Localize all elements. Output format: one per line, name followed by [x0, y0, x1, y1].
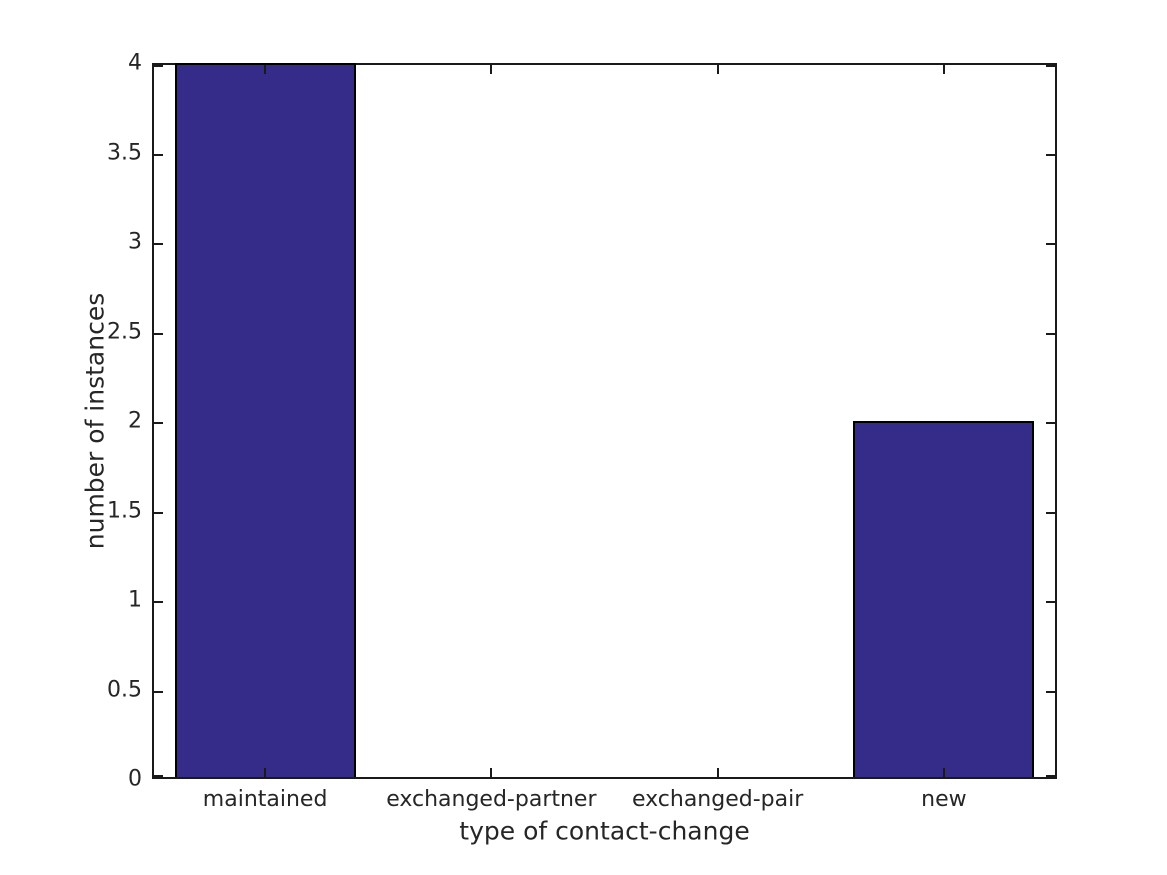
- x-tick: [716, 768, 719, 777]
- y-tick-label: 0.5: [107, 677, 142, 702]
- y-tick: [1046, 601, 1055, 603]
- x-tick: [716, 65, 719, 74]
- bar-new: [853, 421, 1035, 777]
- y-tick: [1046, 422, 1055, 424]
- x-tick: [942, 65, 945, 74]
- plot-area: [152, 63, 1057, 779]
- y-tick: [154, 422, 163, 424]
- y-tick-label: 0: [128, 766, 142, 792]
- x-tick: [942, 768, 945, 777]
- y-tick: [1046, 775, 1055, 777]
- x-tick-label: new: [921, 787, 967, 812]
- x-tick: [264, 768, 267, 777]
- y-tick-label: 4: [128, 50, 142, 76]
- y-tick: [1046, 65, 1055, 67]
- y-tick: [154, 243, 163, 245]
- y-tick-label: 2: [128, 408, 142, 434]
- y-tick: [1046, 690, 1055, 693]
- y-tick-label: 2.5: [107, 319, 142, 344]
- y-tick: [154, 601, 163, 603]
- y-tick: [154, 65, 163, 67]
- bar-maintained: [174, 63, 356, 777]
- y-tick: [154, 332, 163, 335]
- y-tick-label: 3: [128, 229, 142, 255]
- y-axis-label: number of instances: [80, 292, 110, 550]
- y-tick: [1046, 153, 1055, 156]
- y-tick: [1046, 332, 1055, 335]
- x-tick: [490, 768, 493, 777]
- x-tick-label: exchanged-pair: [631, 787, 804, 812]
- x-tick-label: maintained: [202, 787, 328, 812]
- y-tick: [154, 690, 163, 693]
- y-tick: [154, 511, 163, 514]
- x-axis-label: type of contact-change: [459, 816, 750, 846]
- y-tick-label: 1: [128, 587, 142, 613]
- x-tick: [264, 65, 267, 74]
- x-tick-label: exchanged-partner: [386, 787, 597, 812]
- y-tick: [1046, 511, 1055, 514]
- y-tick-label: 1.5: [107, 498, 142, 523]
- y-tick: [154, 775, 163, 777]
- x-tick: [490, 65, 493, 74]
- y-tick: [1046, 243, 1055, 245]
- y-tick: [154, 153, 163, 156]
- y-tick-label: 3.5: [107, 140, 142, 165]
